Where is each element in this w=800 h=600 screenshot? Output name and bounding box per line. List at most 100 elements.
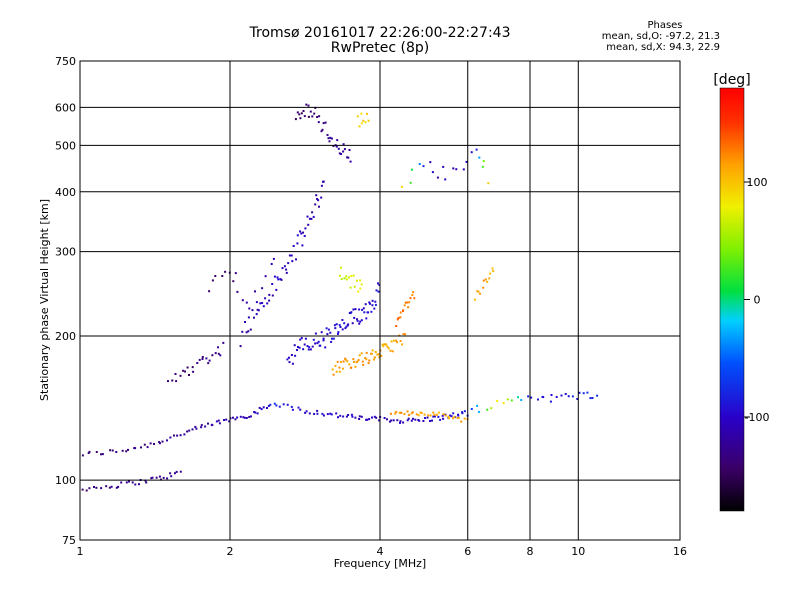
data-point [441,414,444,417]
data-point [391,350,394,353]
data-point [280,278,283,281]
data-point [294,118,297,121]
data-point [360,352,363,355]
data-point [353,285,356,288]
data-point [111,449,114,452]
data-point [256,412,259,415]
data-point [251,309,254,312]
data-point [347,323,350,326]
phase-stats: Phases mean, sd,O: -97.2, 21.3 mean, sd,… [590,20,720,53]
data-point [461,412,464,415]
data-point [300,112,303,115]
data-point [348,363,351,366]
data-point [442,165,445,168]
data-point [191,366,194,369]
data-point [390,340,393,343]
data-point [195,427,198,430]
data-point [110,485,113,488]
data-point [389,420,391,423]
data-point [341,319,344,321]
phase-stats-x: mean, sd,X: 94.3, 22.9 [606,42,720,53]
data-point [542,396,545,399]
data-point [317,121,320,124]
data-point [307,223,310,226]
data-point [394,412,397,415]
data-point [460,420,463,423]
data-point [377,290,380,293]
data-point [429,420,431,422]
data-point [364,357,367,360]
data-point [281,267,284,270]
data-point [406,301,409,304]
data-point [431,419,433,422]
data-point [376,353,379,356]
data-point [295,258,297,261]
y-tick-label: 75 [62,534,76,547]
colorbar [719,87,745,512]
data-point [555,396,558,398]
data-point [234,272,237,275]
data-point [232,416,234,419]
data-point [201,358,204,360]
data-point [354,365,357,368]
data-point [389,412,392,415]
data-point [127,448,129,451]
data-point [166,477,169,480]
data-point [418,163,421,165]
data-point [399,316,402,319]
data-point [435,413,438,416]
data-point [308,412,311,415]
data-point [134,483,137,486]
data-point [298,113,301,116]
data-point [470,151,473,154]
data-point [377,353,380,356]
data-point [375,416,378,419]
data-point [530,396,533,399]
data-point [489,272,492,275]
data-point [259,302,262,305]
data-point [208,290,211,293]
data-point [377,282,379,285]
data-point [278,405,281,408]
data-point [431,171,434,174]
data-point [406,419,409,422]
data-point [337,147,340,150]
data-point [351,415,354,418]
data-point [204,425,207,428]
data-point [381,343,384,346]
data-point [423,413,426,416]
data-point [470,408,473,410]
data-point [327,137,330,140]
data-point [105,485,108,488]
data-point [362,363,365,366]
data-point [444,178,447,181]
data-point [268,299,271,302]
data-point [254,411,257,414]
data-point [358,354,361,357]
data-point [306,215,309,218]
data-point [239,345,242,348]
data-point [422,165,425,168]
data-point [316,198,319,200]
data-point [262,406,265,409]
data-point [311,345,314,348]
data-point [257,309,260,312]
data-point [487,182,490,185]
phase-stats-title: Phases [647,20,683,31]
data-point [217,419,220,422]
data-point [409,297,412,300]
colorbar-label: [deg] [713,72,750,88]
data-point [115,486,118,489]
data-point [286,358,289,361]
data-point [482,286,485,289]
data-point [158,475,161,478]
data-point [345,275,348,278]
data-point [410,419,413,422]
data-point [298,346,301,349]
data-point [346,324,349,327]
data-point [447,415,450,418]
data-point [253,316,255,319]
data-point [205,357,208,360]
data-point [401,343,404,346]
